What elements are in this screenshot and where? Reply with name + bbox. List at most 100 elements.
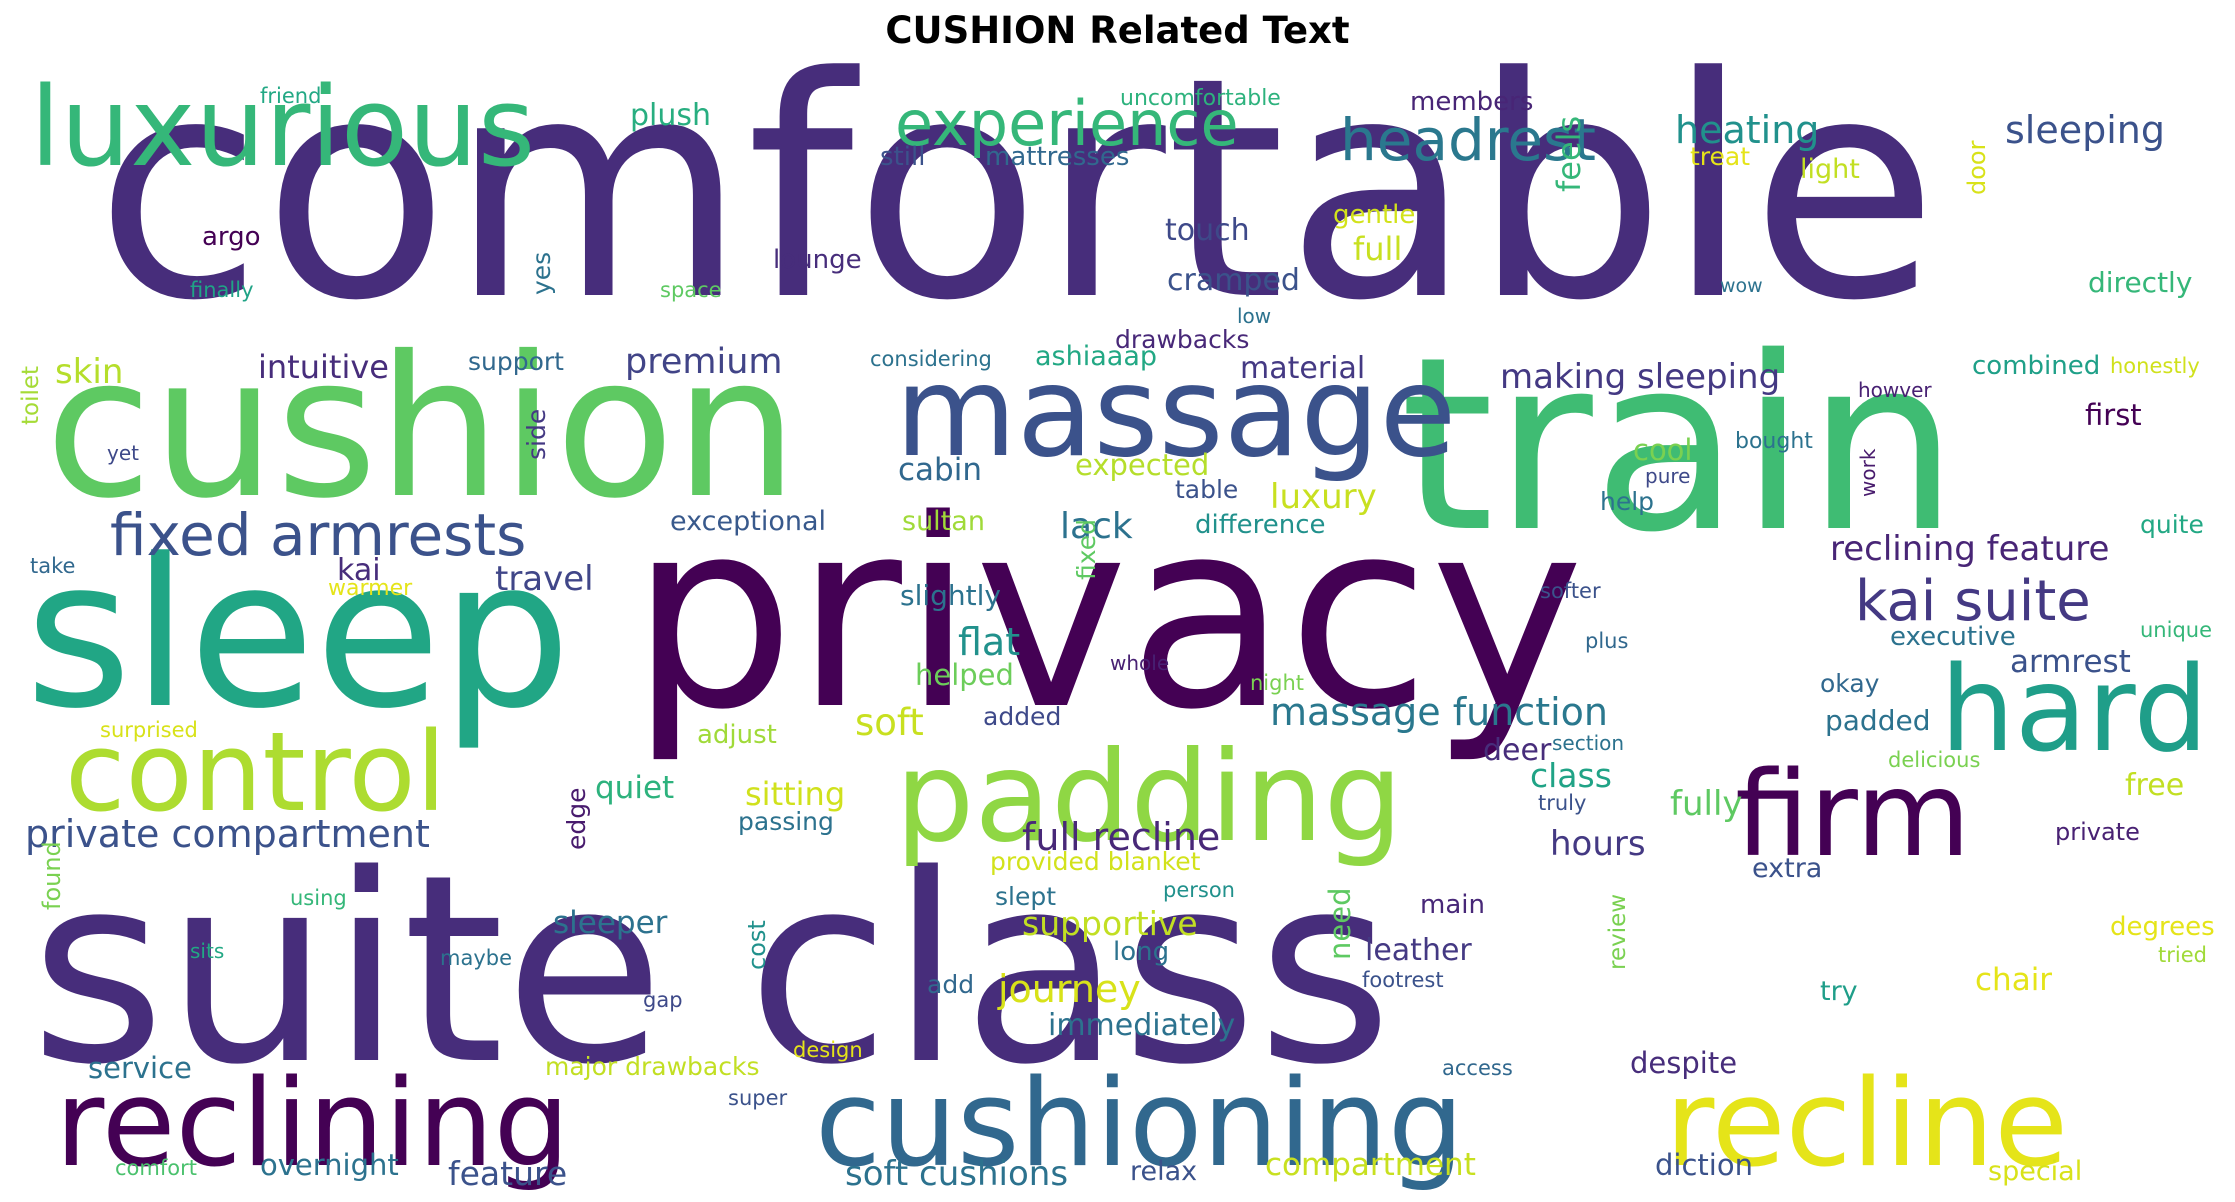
cloud-word: softer <box>1540 579 1601 603</box>
cloud-word: provided blanket <box>990 847 1201 876</box>
cloud-word: fixed armrests <box>110 501 526 569</box>
cloud-word: supportive <box>1022 904 1198 943</box>
cloud-word: added <box>983 702 1061 731</box>
cloud-word: help <box>1600 487 1654 516</box>
cloud-word: chair <box>1975 962 2052 998</box>
cloud-word: gentle <box>1333 200 1415 230</box>
cloud-word: heating <box>1675 108 1819 152</box>
cloud-word: maybe <box>440 946 512 970</box>
cloud-word: massage <box>895 340 1456 485</box>
cloud-word: extra <box>1752 853 1822 884</box>
cloud-word: need <box>1323 888 1357 960</box>
cloud-word: journey <box>997 967 1141 1011</box>
cloud-word: try <box>1820 976 1858 1007</box>
cloud-word: feature <box>448 1154 567 1193</box>
cloud-word: side <box>522 409 551 460</box>
cloud-word: light <box>1800 154 1860 185</box>
cloud-word: full recline <box>1022 815 1220 859</box>
cloud-word: kai <box>337 553 381 588</box>
cloud-word: expected <box>1075 448 1209 482</box>
cloud-word: private <box>2055 818 2140 846</box>
cloud-word: making sleeping <box>1500 357 1780 397</box>
cloud-word: private compartment <box>25 812 430 856</box>
cloud-word: intuitive <box>258 348 389 386</box>
cloud-word: fixed <box>1072 519 1101 580</box>
cloud-word: padded <box>1825 704 1930 737</box>
cloud-word: members <box>1410 87 1533 117</box>
cloud-word: passing <box>738 807 834 836</box>
cloud-word: reclining <box>55 1055 570 1194</box>
cloud-word: firm <box>1735 745 1971 883</box>
cloud-word: first <box>2085 398 2142 432</box>
cloud-word: exceptional <box>670 506 826 537</box>
cloud-word: bought <box>1735 429 1813 454</box>
cloud-word: hours <box>1550 824 1646 864</box>
cloud-word: luxurious <box>30 63 535 191</box>
cloud-word: recline <box>1665 1055 2068 1194</box>
cloud-word: lack <box>1060 506 1133 547</box>
cloud-word: sleeping <box>2005 108 2165 152</box>
cloud-word: train <box>1400 305 1959 585</box>
cloud-word: experience <box>895 87 1239 160</box>
cloud-word: design <box>793 1038 863 1062</box>
cloud-word: found <box>38 841 66 910</box>
cloud-word: deer <box>1483 733 1552 768</box>
cloud-word: take <box>30 554 75 578</box>
cloud-word: support <box>468 347 564 376</box>
cloud-word: person <box>1163 878 1235 902</box>
cloud-word: sitting <box>745 775 845 813</box>
cloud-word: flat <box>958 620 1020 664</box>
cloud-word: difference <box>1195 510 1326 540</box>
cloud-word: ashiaaap <box>1035 341 1157 372</box>
cloud-word: truly <box>1538 791 1586 815</box>
cloud-word: review <box>1605 894 1631 970</box>
cloud-word: combined <box>1972 351 2100 381</box>
cloud-word: free <box>2125 768 2184 803</box>
cloud-word: plus <box>1585 629 1628 653</box>
cloud-word: delicious <box>1888 748 1980 772</box>
cloud-word: cost <box>743 920 771 970</box>
cloud-word: treat <box>1690 142 1750 171</box>
cloud-word: material <box>1240 351 1365 386</box>
cloud-word: class <box>1530 756 1612 795</box>
cloud-word: howver <box>1858 378 1932 402</box>
cloud-word: full <box>1353 230 1402 268</box>
cloud-word: still <box>880 142 925 172</box>
cloud-word: honestly <box>2110 354 2200 378</box>
cloud-word: kai suite <box>1855 569 2091 634</box>
cloud-word: leather <box>1365 933 1472 968</box>
cloud-word: premium <box>625 342 782 382</box>
cloud-word: fully <box>1670 784 1743 824</box>
cloud-word: access <box>1442 1056 1513 1080</box>
cloud-word: whole <box>1110 651 1169 675</box>
cloud-word: helped <box>915 658 1014 692</box>
cloud-word: considering <box>870 347 992 371</box>
cloud-word: long <box>1113 937 1169 967</box>
cloud-word: sleep <box>25 516 571 754</box>
cloud-word: footrest <box>1362 968 1444 992</box>
cloud-word: low <box>1237 304 1271 328</box>
cloud-word: edge <box>562 788 591 851</box>
cloud-word: control <box>65 708 446 836</box>
cloud-word: adjust <box>697 720 777 750</box>
cloud-word: argo <box>202 222 261 252</box>
cloud-word: toilet <box>18 366 44 425</box>
cloud-word: lounge <box>773 245 862 275</box>
cloud-word: cool <box>1633 433 1693 467</box>
cloud-word: soft <box>855 701 924 744</box>
cloud-word: finally <box>190 278 254 302</box>
cloud-word: quite <box>2140 510 2204 539</box>
cloud-word: directly <box>2088 266 2192 299</box>
cloud-word: luxury <box>1270 477 1377 517</box>
cloud-word: tried <box>2158 943 2207 967</box>
cloud-word: warmer <box>328 576 413 601</box>
cloud-word: section <box>1552 731 1624 755</box>
cloud-word: major drawbacks <box>545 1052 760 1081</box>
cloud-word: cushioning <box>815 1055 1464 1194</box>
cloud-word: pure <box>1645 464 1690 488</box>
cloud-word: padding <box>895 725 1403 870</box>
cloud-word: diction <box>1655 1148 1753 1182</box>
cloud-word: suite class <box>30 820 1392 1122</box>
cloud-word: yet <box>107 441 139 465</box>
cloud-word: sultan <box>902 506 985 537</box>
